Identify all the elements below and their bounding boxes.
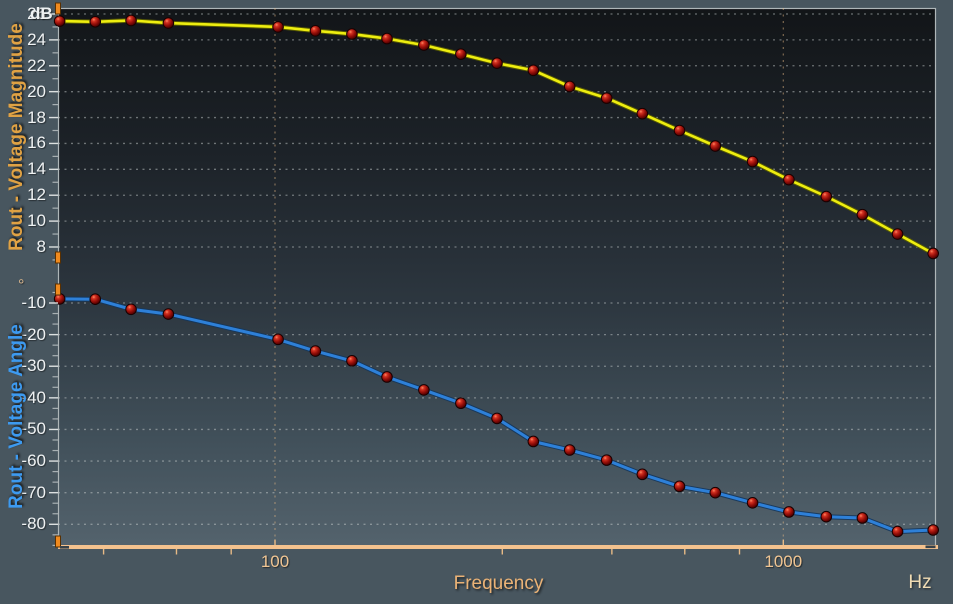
angle-tick-label: -20 <box>21 324 46 344</box>
data-point-marker <box>709 486 722 499</box>
plot-area[interactable] <box>57 7 937 549</box>
magnitude-axis-bottom-handle[interactable] <box>55 251 61 264</box>
data-point-marker <box>89 293 102 306</box>
data-point-marker <box>856 512 869 524</box>
angle-axis-top-handle[interactable] <box>55 283 61 296</box>
data-point-marker <box>856 208 869 221</box>
magnitude-tick-label: 8 <box>36 236 46 256</box>
data-point-marker <box>162 17 175 29</box>
data-point-marker <box>162 308 175 320</box>
data-point-marker <box>600 454 613 466</box>
angle-tick-label: -50 <box>21 419 46 439</box>
magnitude-tick-label: 14 <box>27 159 46 179</box>
frequency-tick-label: 100 <box>260 552 290 571</box>
angle-unit-label: ° <box>18 277 25 294</box>
data-point-marker <box>783 506 795 518</box>
magnitude-tick-label: 16 <box>27 133 46 153</box>
data-point-marker <box>418 39 430 51</box>
magnitude-tick-label: 26 <box>27 4 46 23</box>
data-point-marker <box>927 524 940 536</box>
data-point-marker <box>381 32 393 45</box>
data-point-marker <box>491 57 503 69</box>
gridlines <box>58 8 936 547</box>
magnitude-tick-label: 20 <box>27 81 46 101</box>
frequency-tick-label: 1000 <box>764 552 803 571</box>
data-point-marker <box>309 25 322 37</box>
data-point-marker <box>673 124 686 137</box>
data-point-marker <box>820 190 833 203</box>
data-point-marker <box>309 345 322 357</box>
data-point-marker <box>891 525 904 538</box>
data-point-marker <box>527 435 540 448</box>
angle-tick-label: -40 <box>21 387 46 407</box>
data-point-marker <box>455 48 467 60</box>
plot-corner-handle-left[interactable] <box>60 546 69 549</box>
magnitude-curve[interactable] <box>53 14 940 260</box>
data-point-marker <box>600 92 613 104</box>
magnitude-tick-label: 18 <box>27 107 46 127</box>
data-point-marker <box>636 107 649 120</box>
x-axis-title: Frequency <box>453 573 544 594</box>
data-point-marker <box>927 247 940 260</box>
magnitude-axis-top-handle[interactable] <box>55 2 61 15</box>
magnitude-unit-label: dB <box>30 4 53 23</box>
data-point-marker <box>563 80 576 93</box>
data-point-marker <box>455 397 467 410</box>
data-point-marker <box>272 21 284 33</box>
data-point-marker <box>820 510 833 523</box>
data-point-marker <box>346 28 358 40</box>
data-point-marker <box>89 15 102 28</box>
magnitude-axis-title[interactable]: Rout - Voltage Magnitude <box>6 23 27 251</box>
data-point-marker <box>783 173 795 186</box>
data-point-marker <box>891 228 904 240</box>
plot-corner-handle-right[interactable] <box>925 545 936 549</box>
x-axis-unit-label: Hz <box>908 572 932 593</box>
angle-tick-label: -70 <box>21 482 46 502</box>
magnitude-tick-label: 12 <box>27 185 46 205</box>
angle-axis-title[interactable]: Rout - Voltage Angle <box>6 324 27 509</box>
magnitude-tick-label: 10 <box>27 211 46 231</box>
data-point-marker <box>125 14 137 27</box>
angle-tick-label: -80 <box>21 514 46 534</box>
angle-curve[interactable] <box>53 293 940 538</box>
data-point-marker <box>272 333 284 346</box>
data-point-marker <box>418 384 430 396</box>
data-point-marker <box>491 412 503 425</box>
data-point-marker <box>746 155 759 168</box>
data-point-marker <box>709 140 722 152</box>
magnitude-tick-label: 24 <box>27 29 46 49</box>
data-point-marker <box>636 468 649 481</box>
data-point-marker <box>563 444 576 456</box>
angle-tick-label: -60 <box>21 451 46 471</box>
angle-tick-label: -10 <box>21 293 46 312</box>
data-point-marker <box>673 480 686 493</box>
data-point-marker <box>527 64 540 77</box>
angle-axis-bottom-handle[interactable] <box>55 535 61 548</box>
angle-tick-label: -30 <box>21 356 46 376</box>
magnitude-tick-label: 22 <box>27 55 46 75</box>
data-point-marker <box>125 303 137 316</box>
data-point-marker <box>381 371 393 383</box>
data-point-marker <box>746 497 759 509</box>
data-point-marker <box>346 355 358 367</box>
data-point-marker <box>53 15 66 27</box>
